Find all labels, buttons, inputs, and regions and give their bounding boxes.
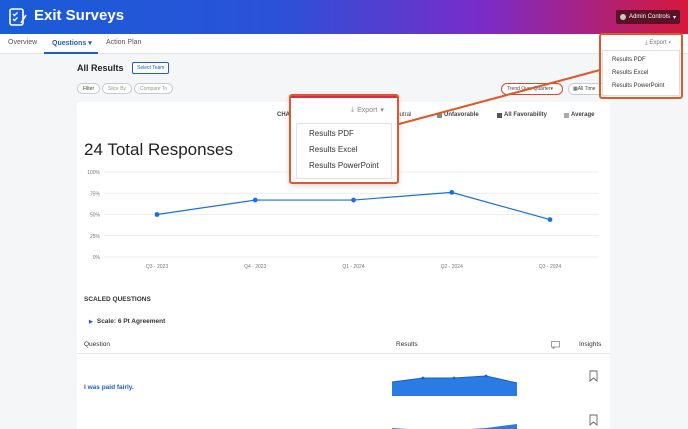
total-responses-title: 24 Total Responses: [84, 140, 234, 159]
filter-button[interactable]: Filter: [77, 83, 101, 94]
download-icon: ⤓: [351, 106, 355, 113]
x-tick-label: Q4 - 2023: [244, 264, 266, 270]
legend-average[interactable]: Average: [564, 112, 594, 118]
export-menu-small: Results PDF Results Excel Results PowerP…: [602, 50, 680, 96]
results-sparkline: [391, 374, 518, 396]
data-point[interactable]: [154, 212, 160, 217]
export-callout-zoom: ⤓ Export ▾ Results PDF Results Excel Res…: [289, 94, 399, 184]
data-point[interactable]: [351, 197, 356, 203]
data-point[interactable]: [252, 197, 258, 203]
legend-all-favorability-label: All Favorability: [504, 112, 548, 118]
app-title: Exit Surveys: [34, 7, 125, 24]
trend-select[interactable]: Trend Over Quarter ▾: [501, 83, 563, 95]
tab-questions[interactable]: Questions ▾: [52, 39, 92, 47]
tab-questions-label: Questions: [52, 40, 87, 47]
question-link[interactable]: I was paid fairly.: [84, 384, 134, 391]
legend-average-swatch: [564, 112, 569, 118]
export-button[interactable]: ⤓ Export ▾: [645, 40, 671, 47]
y-tick-label: 75%: [90, 191, 101, 197]
column-header-question: Question: [84, 341, 111, 348]
legend-unfavorable-label: Unfavorable: [444, 112, 479, 118]
legend-chart-label-text: CHA: [277, 112, 290, 118]
chevron-down-icon: ▾: [88, 40, 92, 47]
bookmark-icon[interactable]: [589, 414, 598, 426]
x-tick-label: Q3 - 2023: [146, 264, 168, 270]
legend-chart-label: CHA: [277, 112, 290, 118]
chevron-down-icon: ▾: [380, 107, 384, 114]
export-callout-small: [599, 33, 683, 99]
admin-controls-button[interactable]: Admin Controls ▾: [616, 10, 680, 24]
y-tick-label: 100%: [87, 170, 100, 176]
comment-icon[interactable]: [551, 341, 560, 349]
x-tick-label: Q1 - 2024: [342, 264, 364, 270]
legend-average-label: Average: [571, 112, 595, 118]
chevron-down-icon: ▾: [550, 86, 553, 92]
y-tick-label: 50%: [90, 213, 101, 219]
bookmark-icon[interactable]: [589, 370, 598, 382]
date-range-label: All Time: [577, 86, 596, 92]
caret-right-icon: ▶: [89, 318, 93, 325]
menu-item-results-excel[interactable]: Results Excel: [309, 145, 358, 154]
x-tick-label: Q3 - 2024: [539, 264, 561, 270]
export-label-zoom: Export: [357, 106, 378, 114]
data-point[interactable]: [449, 190, 455, 195]
legend-unfavorable-swatch: [437, 112, 442, 118]
slice-by-button[interactable]: Slice By: [102, 83, 133, 94]
app-header: Exit Surveys Admin Controls ▾: [0, 0, 688, 34]
page-title: All Results: [77, 63, 124, 73]
survey-logo-icon: [9, 8, 27, 26]
y-tick-label: 25%: [90, 234, 101, 240]
menu-item-results-pdf[interactable]: Results PDF: [309, 129, 354, 138]
menu-item-results-pdf[interactable]: Results PDF: [612, 57, 646, 63]
results-sparkline-2: [392, 424, 517, 429]
export-button-zoom[interactable]: ⤓ Export ▾: [351, 106, 384, 114]
scaled-questions-heading: SCALED QUESTIONS: [84, 296, 151, 303]
x-tick-label: Q2 - 2024: [441, 264, 463, 270]
admin-icon: [620, 14, 626, 20]
tab-action-plan[interactable]: Action Plan: [106, 39, 142, 46]
active-tab-indicator: [44, 52, 98, 54]
trend-select-label: Trend Over Quarter: [507, 86, 551, 92]
column-header-insights: Insights: [579, 341, 602, 348]
zoom-accent-line: [291, 96, 397, 98]
download-icon: ⤓: [645, 40, 650, 46]
data-point[interactable]: [547, 217, 553, 222]
legend-all-favorability[interactable]: All Favorability: [497, 112, 547, 118]
export-label: Export: [649, 40, 667, 46]
nav-bar: Overview Questions ▾ Action Plan ⤓ Expor…: [0, 34, 688, 54]
select-team-button[interactable]: Select Team: [132, 62, 170, 74]
admin-controls-label: Admin Controls: [629, 14, 671, 20]
column-header-results: Results: [396, 341, 418, 348]
legend-unfavorable[interactable]: Unfavorable: [437, 112, 479, 118]
menu-item-results-powerpoint[interactable]: Results PowerPoint: [309, 161, 379, 170]
series-line: [156, 191, 551, 221]
menu-item-results-powerpoint[interactable]: Results PowerPoint: [612, 83, 665, 89]
chevron-down-icon: ▾: [673, 14, 677, 21]
export-menu-zoom: Results PDF Results Excel Results PowerP…: [296, 123, 392, 179]
chevron-down-icon: ▾: [668, 40, 671, 46]
menu-item-results-excel[interactable]: Results Excel: [612, 70, 649, 76]
scale-group-label: Scale: 6 Pt Agreement: [96, 318, 166, 325]
table-divider: [77, 353, 610, 354]
legend-all-favorability-swatch: [497, 112, 502, 118]
scale-group-toggle[interactable]: ▶ Scale: 6 Pt Agreement: [89, 318, 165, 325]
y-tick-label: 0%: [93, 255, 101, 261]
tab-overview[interactable]: Overview: [8, 39, 38, 46]
compare-to-button[interactable]: Compare To: [134, 83, 174, 94]
